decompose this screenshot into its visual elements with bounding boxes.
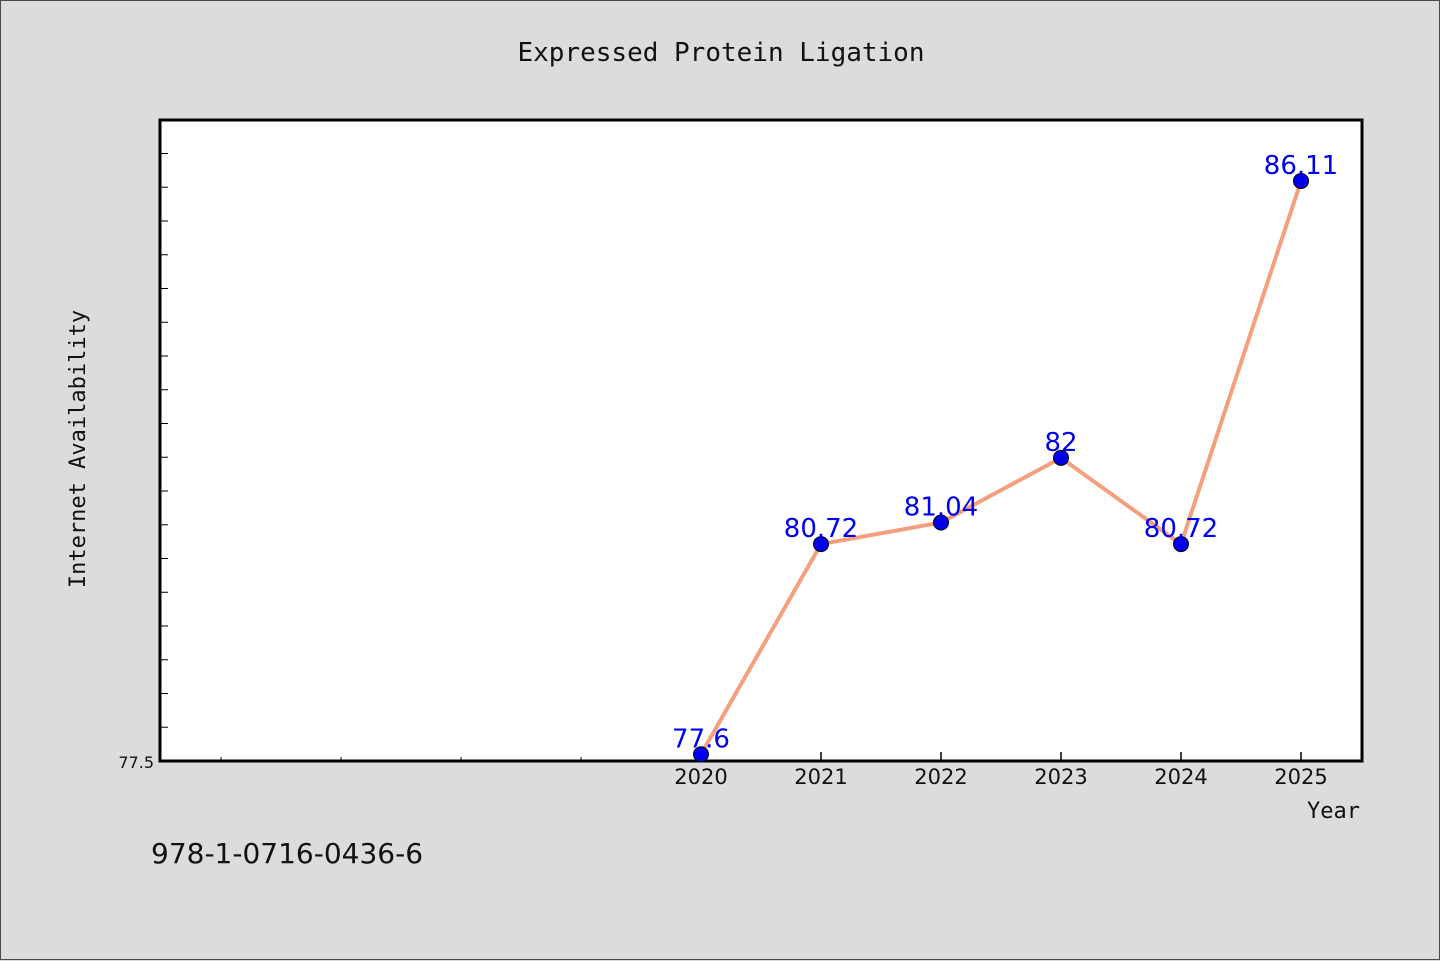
data-point — [1173, 536, 1189, 553]
data-labels: 77.6 80.72 81.04 82 80.72 86.11 — [672, 151, 1338, 754]
data-point — [1293, 172, 1309, 189]
data-point — [693, 746, 709, 763]
data-label: 86.11 — [1264, 151, 1338, 181]
x-axis-minor-ticks — [220, 757, 582, 761]
x-axis-ticks: 2020 2021 2022 2023 2024 2025 — [674, 752, 1328, 789]
plot-area — [158, 118, 1364, 763]
data-point — [813, 536, 829, 553]
x-tick-label: 2024 — [1154, 765, 1207, 789]
data-label: 82 — [1044, 428, 1077, 458]
data-label: 80.72 — [1144, 514, 1218, 544]
y-axis-label: Internet Availability — [66, 310, 91, 588]
data-label: 77.6 — [672, 724, 730, 754]
y-axis-ticks — [161, 153, 168, 762]
x-tick-label: 2020 — [674, 765, 727, 789]
data-label: 80.72 — [784, 514, 858, 544]
chart-title: Expressed Protein Ligation — [518, 38, 925, 68]
x-tick-label: 2023 — [1034, 765, 1087, 789]
data-point — [1053, 449, 1069, 466]
y-tick-label: 77.5 — [118, 753, 154, 772]
series-markers — [693, 172, 1309, 763]
x-tick-label: 2025 — [1274, 765, 1327, 789]
footer-code: 978-1-0716-0436-6 — [151, 837, 423, 870]
x-tick-label: 2021 — [794, 765, 847, 789]
x-tick-label: 2022 — [914, 765, 967, 789]
data-point — [933, 514, 949, 531]
x-axis-label: Year — [1307, 799, 1360, 824]
data-label: 81.04 — [904, 493, 978, 523]
series-line — [699, 180, 1303, 756]
